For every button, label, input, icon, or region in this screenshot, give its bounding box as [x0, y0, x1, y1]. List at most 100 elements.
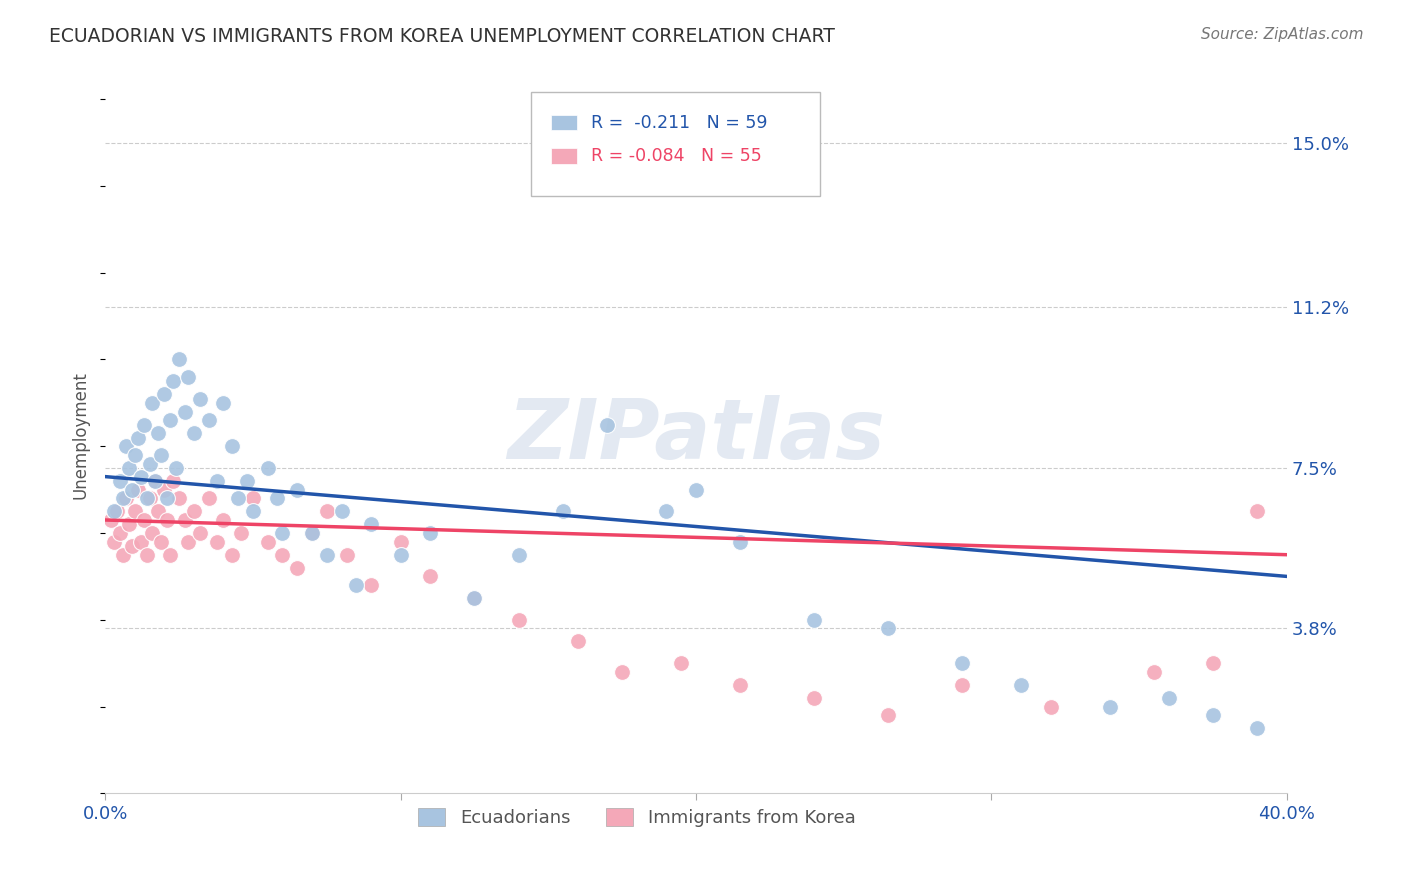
Point — [183, 426, 205, 441]
Point — [950, 678, 973, 692]
Point — [159, 413, 181, 427]
Point — [103, 504, 125, 518]
Point — [803, 613, 825, 627]
Point — [266, 491, 288, 506]
Point — [212, 513, 235, 527]
Point — [121, 483, 143, 497]
Point — [174, 513, 197, 527]
Point — [118, 517, 141, 532]
Point — [463, 591, 485, 606]
Point — [236, 474, 259, 488]
Point — [1202, 708, 1225, 723]
Point — [508, 613, 530, 627]
Point — [360, 578, 382, 592]
Point — [315, 548, 337, 562]
Point — [242, 491, 264, 506]
Point — [165, 461, 187, 475]
Point — [612, 665, 634, 679]
Point — [148, 426, 170, 441]
Point — [803, 690, 825, 705]
Point — [229, 526, 252, 541]
Point — [132, 417, 155, 432]
Point — [138, 491, 160, 506]
Text: Source: ZipAtlas.com: Source: ZipAtlas.com — [1201, 27, 1364, 42]
Point — [301, 526, 323, 541]
Point — [207, 474, 229, 488]
Point — [1039, 699, 1062, 714]
Point — [177, 369, 200, 384]
Point — [463, 591, 485, 606]
Point — [389, 548, 412, 562]
Point — [156, 491, 179, 506]
Point — [153, 483, 176, 497]
Point — [115, 491, 138, 506]
Point — [108, 526, 131, 541]
Point — [111, 548, 134, 562]
Point — [100, 513, 122, 527]
Point — [150, 448, 173, 462]
Point — [121, 539, 143, 553]
Point — [419, 526, 441, 541]
Point — [124, 504, 146, 518]
Point — [118, 461, 141, 475]
Point — [115, 439, 138, 453]
Point — [221, 548, 243, 562]
Point — [127, 431, 149, 445]
Point — [1010, 678, 1032, 692]
Text: R =  -0.211   N = 59: R = -0.211 N = 59 — [591, 113, 768, 131]
Point — [197, 413, 219, 427]
Point — [103, 534, 125, 549]
Point — [145, 474, 167, 488]
Point — [124, 448, 146, 462]
Point — [301, 526, 323, 541]
Point — [221, 439, 243, 453]
Point — [1246, 504, 1268, 518]
Point — [596, 417, 619, 432]
Point — [111, 491, 134, 506]
Point — [156, 513, 179, 527]
Point — [150, 534, 173, 549]
Text: ECUADORIAN VS IMMIGRANTS FROM KOREA UNEMPLOYMENT CORRELATION CHART: ECUADORIAN VS IMMIGRANTS FROM KOREA UNEM… — [49, 27, 835, 45]
Point — [360, 517, 382, 532]
Point — [226, 491, 249, 506]
Point — [655, 504, 678, 518]
Point — [1157, 690, 1180, 705]
Y-axis label: Unemployment: Unemployment — [72, 371, 89, 500]
Point — [285, 483, 308, 497]
Point — [162, 474, 184, 488]
Point — [877, 708, 900, 723]
Point — [188, 526, 211, 541]
Point — [671, 656, 693, 670]
Point — [207, 534, 229, 549]
Point — [129, 469, 152, 483]
Point — [315, 504, 337, 518]
Point — [285, 560, 308, 574]
Point — [132, 513, 155, 527]
Point — [159, 548, 181, 562]
Point — [271, 548, 294, 562]
Point — [188, 392, 211, 406]
FancyBboxPatch shape — [530, 92, 820, 195]
Point — [141, 526, 163, 541]
Text: R = -0.084   N = 55: R = -0.084 N = 55 — [591, 147, 762, 165]
Point — [145, 474, 167, 488]
Point — [256, 461, 278, 475]
FancyBboxPatch shape — [551, 148, 576, 164]
Legend: Ecuadorians, Immigrants from Korea: Ecuadorians, Immigrants from Korea — [411, 801, 863, 834]
Point — [950, 656, 973, 670]
Point — [108, 474, 131, 488]
Point — [567, 634, 589, 648]
Text: ZIPatlas: ZIPatlas — [508, 395, 884, 476]
Point — [685, 483, 707, 497]
Point — [336, 548, 359, 562]
Point — [271, 526, 294, 541]
Point — [135, 548, 157, 562]
Point — [197, 491, 219, 506]
Point — [141, 396, 163, 410]
Point — [551, 504, 574, 518]
Point — [105, 504, 128, 518]
Point — [242, 504, 264, 518]
Point — [183, 504, 205, 518]
Point — [167, 491, 190, 506]
FancyBboxPatch shape — [551, 115, 576, 130]
